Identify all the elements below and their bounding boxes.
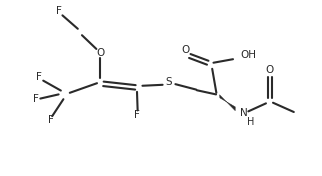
Text: O: O (181, 45, 189, 55)
Text: F: F (36, 72, 42, 82)
Text: F: F (56, 6, 62, 16)
Text: O: O (96, 48, 104, 58)
Text: F: F (134, 110, 140, 120)
Text: S: S (166, 77, 172, 87)
Polygon shape (220, 95, 235, 111)
Text: F: F (33, 94, 39, 104)
Text: O: O (266, 65, 274, 75)
Text: H: H (247, 117, 254, 127)
Text: F: F (48, 115, 53, 125)
Text: OH: OH (240, 50, 256, 60)
Text: N: N (240, 108, 248, 118)
